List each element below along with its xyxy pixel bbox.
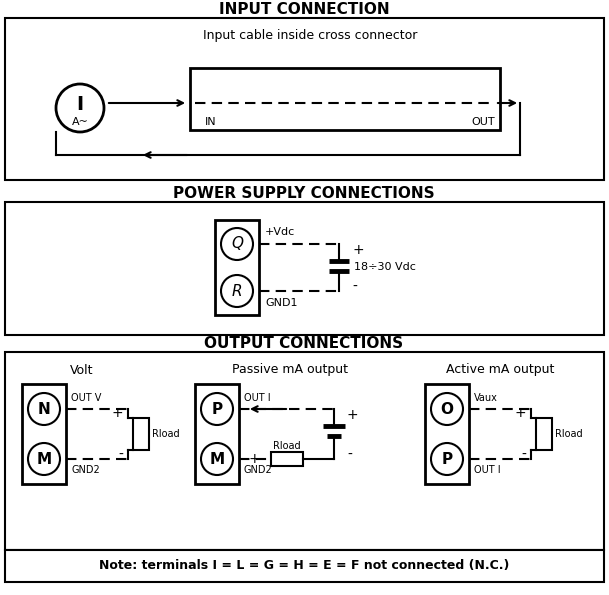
Text: M: M <box>209 452 225 466</box>
Text: +: + <box>347 408 359 422</box>
Text: Vaux: Vaux <box>474 393 498 403</box>
Circle shape <box>201 443 233 475</box>
Text: GND1: GND1 <box>265 298 298 308</box>
Circle shape <box>221 228 253 260</box>
Bar <box>5 352 604 550</box>
Text: -: - <box>521 448 526 462</box>
Text: Input cable inside cross connector: Input cable inside cross connector <box>203 29 417 42</box>
Text: N: N <box>38 402 51 416</box>
Bar <box>5 202 604 335</box>
Text: OUT I: OUT I <box>244 393 270 403</box>
Text: -: - <box>118 448 123 462</box>
Circle shape <box>28 393 60 425</box>
Bar <box>536 418 552 450</box>
Circle shape <box>28 443 60 475</box>
Circle shape <box>221 275 253 307</box>
Bar <box>22 384 66 484</box>
Bar <box>133 418 149 450</box>
Text: IN: IN <box>205 117 217 127</box>
Bar <box>195 384 239 484</box>
Text: OUT: OUT <box>471 117 495 127</box>
Text: Note: terminals I = L = G = H = E = F not connected (N.C.): Note: terminals I = L = G = H = E = F no… <box>99 559 509 572</box>
Text: Active mA output: Active mA output <box>446 364 554 377</box>
Text: OUT V: OUT V <box>71 393 101 403</box>
Text: Q: Q <box>231 236 243 252</box>
Circle shape <box>56 84 104 132</box>
Text: O: O <box>440 402 454 416</box>
Bar <box>5 18 604 180</box>
Text: A~: A~ <box>72 117 88 127</box>
Circle shape <box>431 393 463 425</box>
Text: P: P <box>211 402 222 416</box>
Text: +: + <box>515 406 526 420</box>
Text: I: I <box>77 96 83 114</box>
Circle shape <box>431 443 463 475</box>
Text: Rload: Rload <box>273 441 300 451</box>
Text: POWER SUPPLY CONNECTIONS: POWER SUPPLY CONNECTIONS <box>173 186 435 201</box>
Text: INPUT CONNECTION: INPUT CONNECTION <box>219 2 389 17</box>
Text: +Vdc: +Vdc <box>265 227 295 237</box>
Text: GND2: GND2 <box>71 465 100 475</box>
Bar <box>425 384 469 484</box>
Text: +: + <box>111 406 123 420</box>
Text: -: - <box>352 280 357 294</box>
Text: R: R <box>231 283 242 299</box>
Text: Passive mA output: Passive mA output <box>232 364 348 377</box>
Bar <box>190 68 500 130</box>
Text: -: - <box>347 448 352 462</box>
Text: +: + <box>249 452 261 466</box>
Text: P: P <box>442 452 452 466</box>
Text: GND2: GND2 <box>244 465 273 475</box>
Text: +: + <box>352 243 364 257</box>
Text: Rload: Rload <box>555 429 583 439</box>
Bar <box>270 452 303 466</box>
Bar <box>215 220 259 315</box>
Bar <box>5 550 604 582</box>
Text: M: M <box>37 452 52 466</box>
Text: Volt: Volt <box>70 364 94 377</box>
Text: OUT I: OUT I <box>474 465 501 475</box>
Text: Rload: Rload <box>152 429 180 439</box>
Text: OUTPUT CONNECTIONS: OUTPUT CONNECTIONS <box>205 336 404 350</box>
Text: 18÷30 Vdc: 18÷30 Vdc <box>354 262 416 273</box>
Circle shape <box>201 393 233 425</box>
